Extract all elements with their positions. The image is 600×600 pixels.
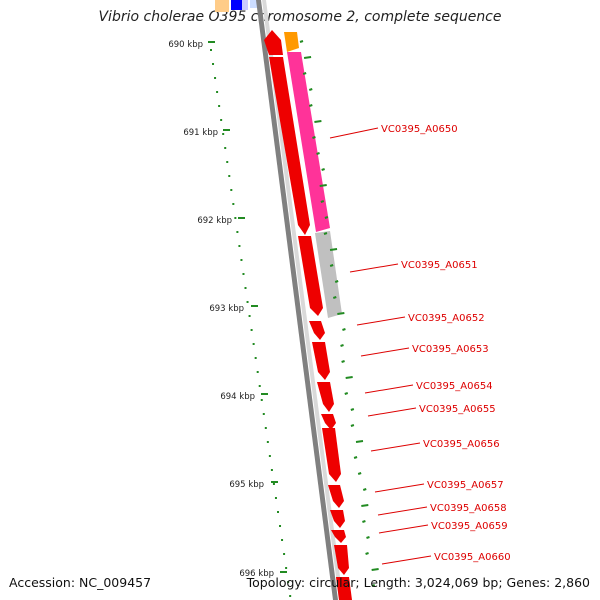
gene-label[interactable]: VC0395_A0657 [427,480,504,491]
gene-label[interactable]: VC0395_A0655 [419,404,496,415]
leader-line [364,384,414,394]
cds-arrow [321,414,336,430]
forward-strand-features [284,32,342,318]
cds-arrow [269,57,310,235]
gc-dash [344,392,349,395]
leader-line [381,555,432,565]
scale-label: 690 kbp [168,40,203,50]
gc-dash [303,56,312,59]
cds-arrow [328,485,344,508]
gc-dash [329,264,334,267]
gc-dash [371,584,376,587]
gc-content-track [299,40,379,587]
gc-dash [299,40,304,43]
gc-dash [321,168,325,171]
scale-ruler: 690 kbp 691 kbp 692 kbp 693 kbp 694 kbp … [168,40,287,579]
scale-label: 691 kbp [183,128,218,138]
gc-dash [341,360,345,363]
cds-orange [284,32,299,52]
cds-gray [315,231,342,318]
gc-dash [324,216,329,219]
gc-skew-track [210,49,292,597]
gene-label[interactable]: VC0395_A0650 [381,124,458,135]
cds-arrow [330,510,345,528]
gc-dash [350,424,355,427]
top-feature-lightblue [242,0,248,10]
gc-dash [361,504,369,507]
cds-arrow [264,30,283,55]
scale-label: 694 kbp [220,392,255,402]
gene-label[interactable]: VC0395_A0658 [430,503,507,514]
gc-dash [332,296,337,299]
gc-dash [316,152,320,155]
cds-arrow [331,530,346,543]
gene-labels: VC0395_A0650 VC0395_A0651 VC0395_A0652 V… [381,124,511,563]
gc-dash [355,440,364,443]
cds-arrow [322,428,341,482]
gc-dash [309,104,313,107]
chromosome-backbone [256,0,338,600]
gc-dash [362,488,367,491]
gene-label[interactable]: VC0395_A0651 [401,260,478,271]
leader-line [360,347,410,357]
gene-label[interactable]: VC0395_A0660 [434,552,511,563]
leader-line [370,442,421,452]
summary-text: Topology: circular; Length: 3,024,069 bp… [246,575,590,590]
gc-dash [319,184,327,187]
gene-label[interactable]: VC0395_A0652 [408,313,485,324]
leader-line [378,524,429,534]
scale-label: 695 kbp [229,480,264,490]
map-title: Vibrio cholerae O395 chromosome 2, compl… [98,9,502,25]
cds-arrow [312,342,330,380]
cds-arrow [298,236,323,316]
top-feature-pale [250,0,260,8]
leader-line [374,483,425,493]
leader-line [377,506,428,516]
gc-dash [329,248,338,251]
cds-arrow [309,321,325,340]
gc-dash [337,312,345,315]
gc-dash [323,232,328,235]
gc-dash [350,408,355,411]
top-feature-orange [215,0,229,12]
cds-arrow [317,382,334,412]
gc-dash [312,136,316,139]
gc-dash [353,456,358,459]
gc-dash [342,328,346,331]
gc-dash [365,552,369,555]
gene-label[interactable]: VC0395_A0653 [412,344,489,355]
gc-dash [362,520,366,523]
cds-arrow [336,577,352,600]
scale-label: 696 kbp [239,569,274,579]
gc-dash [314,120,322,123]
backbone-highlight [262,0,343,600]
scale-label: 692 kbp [197,216,232,226]
scale-label: 693 kbp [209,304,244,314]
gc-dash [320,200,325,203]
reverse-strand-features [264,30,352,600]
leader-line [356,316,406,326]
cds-magenta [287,52,330,232]
gc-dash [340,344,344,347]
gc-dash [366,536,370,539]
gc-dash [308,88,313,91]
gc-dash [371,568,379,571]
leader-line [367,407,417,417]
gc-dash [357,472,362,475]
accession-text: Accession: NC_009457 [9,575,152,590]
gene-label[interactable]: VC0395_A0654 [416,381,493,392]
gene-label[interactable]: VC0395_A0659 [431,521,508,532]
gene-label[interactable]: VC0395_A0656 [423,439,500,450]
top-feature-blue [231,0,242,10]
gc-dash [302,72,307,75]
leader-line [349,263,399,273]
leader-line [329,127,379,139]
gene-leader-lines [329,127,432,565]
gc-dash [345,376,353,379]
gc-dash [334,280,339,283]
cds-arrow [334,545,349,575]
